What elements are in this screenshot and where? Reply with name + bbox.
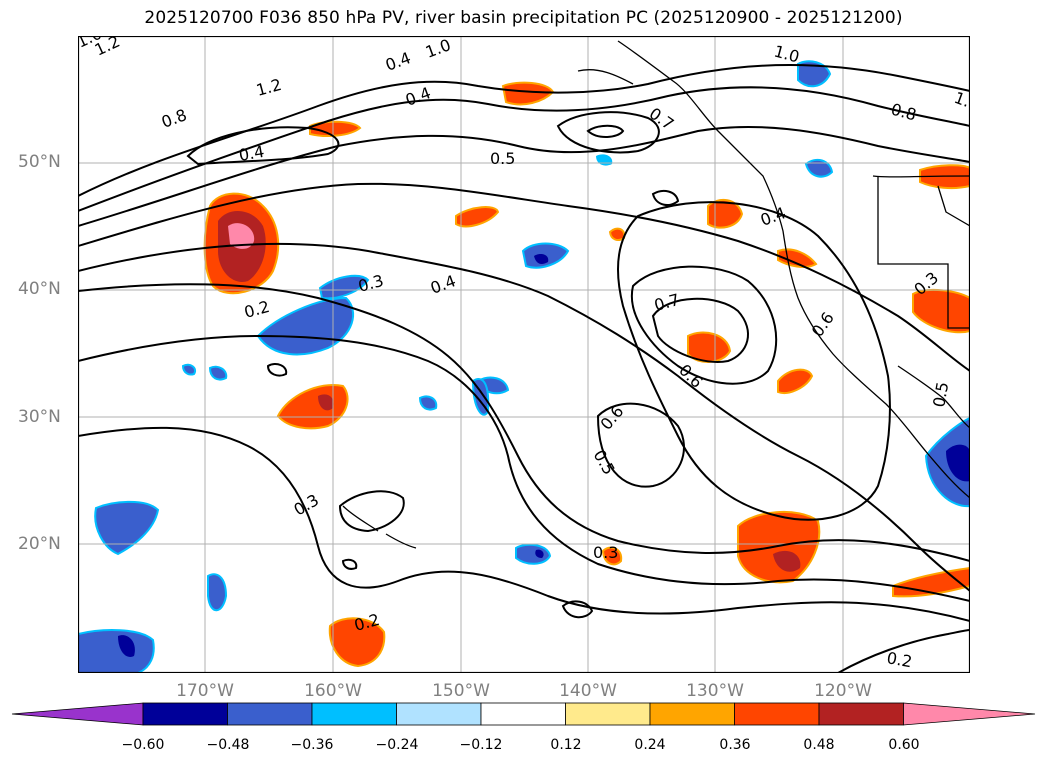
contour-label: 0.5 [929, 380, 952, 408]
latitude-label-40n: 40°N [18, 279, 61, 299]
colorbar-segment [818, 702, 904, 726]
colorbar-tick-label: −0.60 [121, 737, 165, 753]
colorbar-segment [11, 702, 144, 726]
colorbar-tick-label: 0.36 [719, 737, 751, 753]
longitude-label-120w: 120°W [814, 681, 872, 701]
colorbar-segment [734, 702, 820, 726]
colorbar-segment [480, 702, 566, 726]
colorbar-segment [396, 702, 482, 726]
colorbar-segment [565, 702, 651, 726]
colorbar-segment [227, 702, 313, 726]
colorbar-tick-label: 0.60 [888, 737, 920, 753]
latitude-label-20n: 20°N [18, 534, 61, 554]
longitude-label-140w: 140°W [559, 681, 617, 701]
pv-contours [78, 63, 970, 673]
colorbar-tick-label: −0.12 [459, 737, 503, 753]
latitude-label-30n: 30°N [18, 407, 61, 427]
coastline [342, 40, 970, 549]
contour-label: 1. [952, 88, 970, 111]
colorbar-tick-label: 0.48 [803, 737, 835, 753]
longitude-label-160w: 160°W [304, 681, 362, 701]
colorbar-segment [142, 702, 228, 726]
colorbar-tick-label: −0.24 [375, 737, 419, 753]
colorbar-segment [649, 702, 735, 726]
latitude-label-50n: 50°N [18, 152, 61, 172]
map-border [78, 36, 970, 673]
contour-label: 0.3 [593, 543, 618, 562]
colorbar [11, 702, 1036, 726]
colorbar-tick-label: −0.48 [206, 737, 250, 753]
colorbar-tick-label: −0.36 [290, 737, 334, 753]
map-panel: 1.0 1.2 0.4 1.0 1.2 0.8 0.4 0.5 0.7 1.0 … [78, 36, 970, 673]
contour-label: 0.5 [490, 149, 515, 168]
longitude-label-130w: 130°W [686, 681, 744, 701]
precipitation-shading [78, 60, 970, 673]
colorbar-segment [903, 702, 1036, 726]
colorbar-tick-label: 0.24 [634, 737, 666, 753]
colorbar-segment [311, 702, 397, 726]
longitude-label-170w: 170°W [176, 681, 234, 701]
colorbar-tick-label: 0.12 [550, 737, 582, 753]
contour-label: 0.2 [885, 648, 913, 671]
contour-label: 0.4 [237, 142, 265, 165]
longitude-label-150w: 150°W [432, 681, 490, 701]
map-title: 2025120700 F036 850 hPa PV, river basin … [144, 8, 903, 28]
